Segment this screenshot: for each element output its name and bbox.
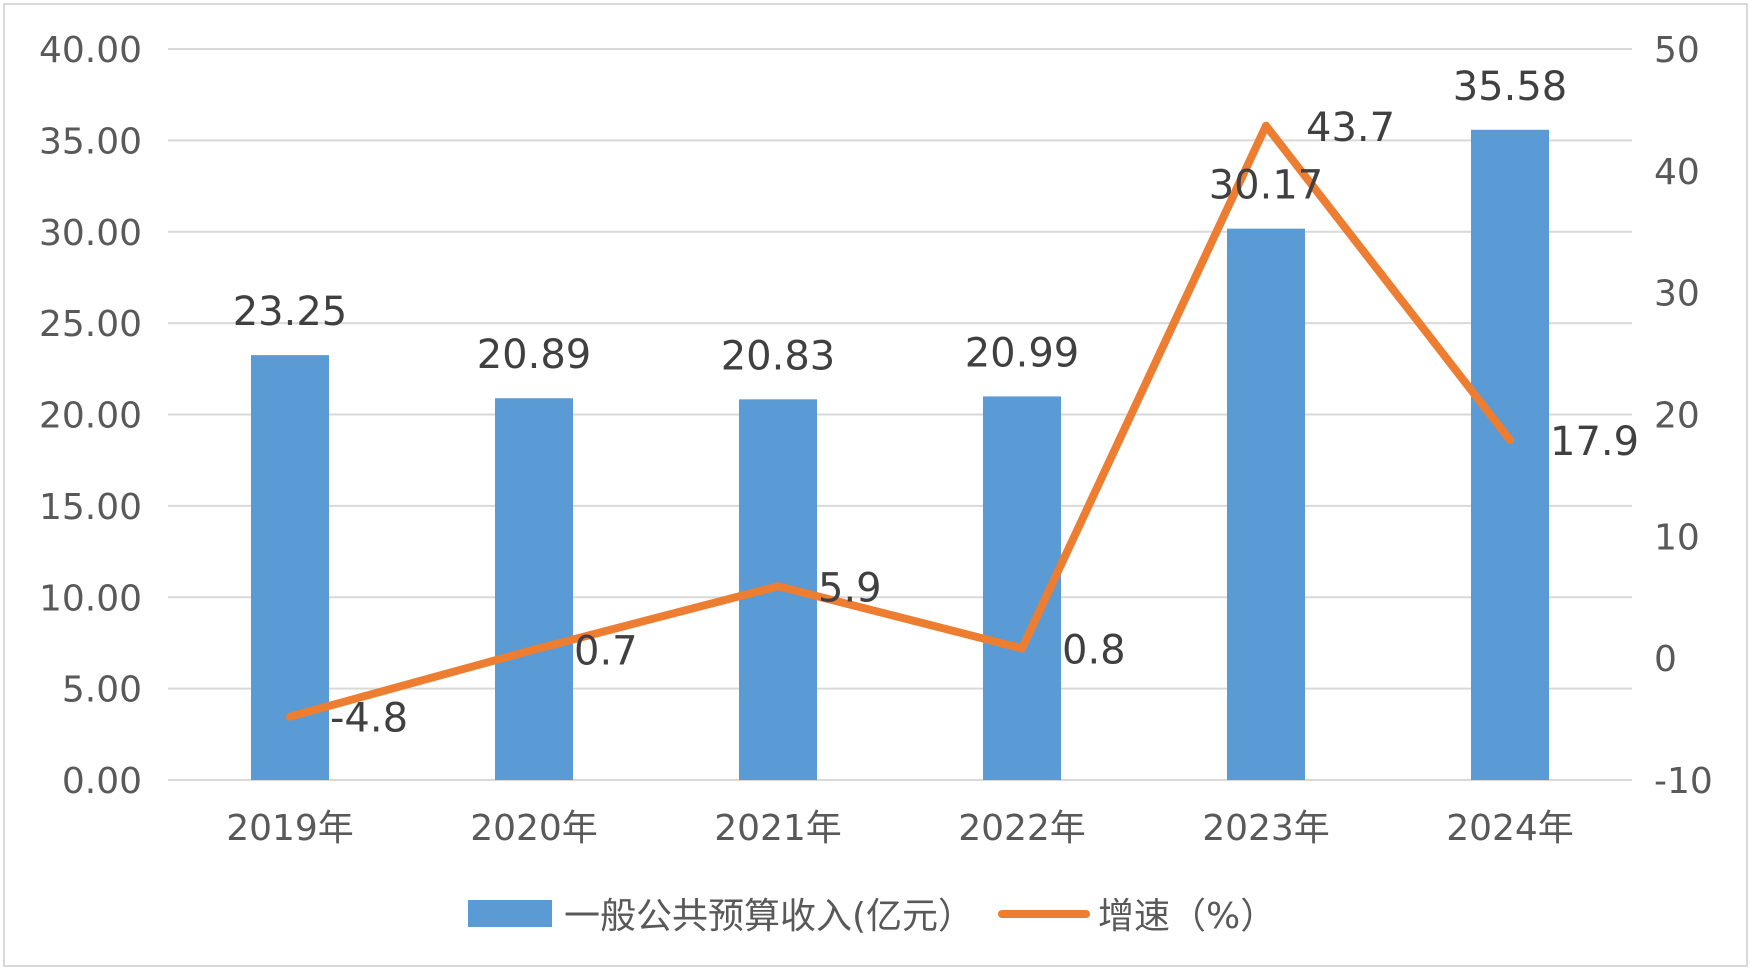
growth-value-label: 0.7 [574,629,638,675]
growth-value-label: 17.9 [1550,419,1639,465]
left-y-axis: 0.00 5.00 10.00 15.00 20.00 25.00 30.00 35.00 40… [39,30,142,802]
line-point [286,712,294,721]
growth-value-label: 43.7 [1306,105,1395,151]
right-tick-label: -10 [1654,761,1713,802]
bar [1471,129,1549,780]
right-tick-label: 50 [1654,30,1700,71]
bar [1227,228,1305,780]
gridlines [168,48,1632,781]
x-tick-label: 2022年 [958,808,1086,849]
x-tick-label: 2020年 [470,808,598,849]
left-tick-label: 40.00 [39,30,142,71]
bar-value-label: 30.17 [1209,163,1324,209]
left-tick-label: 10.00 [39,578,142,619]
line-point [1018,644,1026,653]
growth-value-label: 0.8 [1062,627,1126,673]
x-tick-label: 2023年 [1202,808,1330,849]
left-tick-label: 30.00 [39,213,142,254]
bar-value-label: 20.89 [477,332,592,378]
legend-bar-label: 一般公共预算收入(亿元） [564,896,974,937]
left-tick-label: 25.00 [39,304,142,345]
left-tick-label: 15.00 [39,487,142,528]
line-point [530,645,538,654]
x-tick-label: 2021年 [714,808,842,849]
line-point [1506,436,1514,445]
bar-value-label: 20.99 [965,330,1080,376]
right-tick-label: 20 [1654,396,1700,437]
x-tick-label: 2024年 [1446,808,1574,849]
bar-value-label: 35.58 [1453,64,1568,110]
legend-line-label: 增速（%） [1098,896,1276,937]
growth-value-label: -4.8 [330,696,408,742]
left-tick-label: 5.00 [62,670,142,711]
right-tick-label: 30 [1654,274,1700,315]
x-tick-label: 2019年 [226,808,354,849]
line-point [1262,121,1270,130]
line-series [286,121,1514,721]
legend: 一般公共预算收入(亿元） 增速（%） [468,896,1276,937]
right-tick-label: 0 [1654,639,1677,680]
growth-line [286,121,1514,721]
left-tick-label: 20.00 [39,396,142,437]
bar-series [251,129,1549,780]
right-y-axis: -10 0 10 20 30 40 50 [1654,30,1713,802]
bar [495,398,573,780]
right-tick-label: 40 [1654,152,1700,193]
legend-bar-swatch [468,900,552,927]
line-point [774,582,782,591]
right-tick-label: 10 [1654,517,1700,558]
left-tick-label: 35.00 [39,121,142,162]
data-labels: 23.25 20.89 20.83 20.99 30.17 35.58 -4.8 0.7 5.9… [233,64,1639,742]
bar-value-label: 23.25 [233,289,348,335]
bar-value-label: 20.83 [721,333,836,379]
left-tick-label: 0.00 [62,761,142,802]
growth-value-label: 5.9 [818,565,882,611]
x-axis: 2019年 2020年 2021年 2022年 2023年 2024年 [226,808,1574,849]
